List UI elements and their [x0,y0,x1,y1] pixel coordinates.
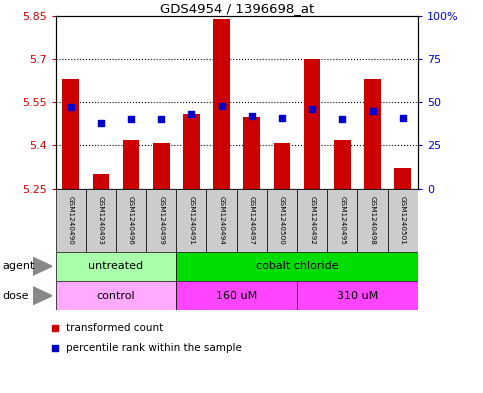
Text: control: control [97,291,135,301]
Text: GSM1240497: GSM1240497 [249,196,255,244]
Point [157,116,165,123]
Bar [56,189,86,252]
Text: GSM1240492: GSM1240492 [309,196,315,244]
Polygon shape [33,257,52,275]
Polygon shape [33,287,52,305]
Bar [243,117,260,189]
Bar [56,252,176,281]
Bar [274,143,290,189]
Text: agent: agent [2,261,35,271]
Text: GSM1240496: GSM1240496 [128,196,134,244]
Bar [146,189,176,252]
Bar [176,189,207,252]
Text: GSM1240499: GSM1240499 [158,196,164,244]
Bar [304,59,320,189]
Point [187,111,195,118]
Bar [327,189,357,252]
Bar [62,79,79,189]
Text: untreated: untreated [88,261,143,271]
Point [308,106,316,112]
Bar [207,189,237,252]
Bar [93,174,109,189]
Bar [56,281,176,310]
Text: GSM1240491: GSM1240491 [188,196,194,244]
Point [67,104,74,110]
Text: percentile rank within the sample: percentile rank within the sample [66,343,242,353]
Bar [357,189,388,252]
Point [218,103,226,109]
Text: transformed count: transformed count [66,323,164,332]
Point [97,120,105,126]
Text: GSM1240490: GSM1240490 [68,196,73,244]
Bar [237,189,267,252]
Text: GSM1240493: GSM1240493 [98,196,104,244]
Text: GSM1240498: GSM1240498 [369,196,375,244]
Bar [176,252,418,281]
Point [248,113,256,119]
Point [313,215,320,221]
Bar [297,281,418,310]
Text: GSM1240494: GSM1240494 [219,196,225,244]
Bar [297,189,327,252]
Text: 310 uM: 310 uM [337,291,378,301]
Bar [364,79,381,189]
Bar [153,143,170,189]
Text: dose: dose [2,291,29,301]
Bar [116,189,146,252]
Bar [213,18,230,189]
Bar [86,189,116,252]
Title: GDS4954 / 1396698_at: GDS4954 / 1396698_at [159,2,314,15]
Text: GSM1240501: GSM1240501 [400,196,406,244]
Bar [388,189,418,252]
Point [369,108,376,114]
Point [313,26,320,33]
Point [399,115,407,121]
Bar [183,114,199,189]
Text: cobalt chloride: cobalt chloride [256,261,339,271]
Bar [395,169,411,189]
Bar [176,281,297,310]
Bar [123,140,139,189]
Text: GSM1240500: GSM1240500 [279,196,285,244]
Bar [267,189,297,252]
Point [339,116,346,123]
Text: GSM1240495: GSM1240495 [340,196,345,244]
Text: 160 uM: 160 uM [216,291,257,301]
Point [278,115,286,121]
Bar [334,140,351,189]
Point [127,116,135,123]
